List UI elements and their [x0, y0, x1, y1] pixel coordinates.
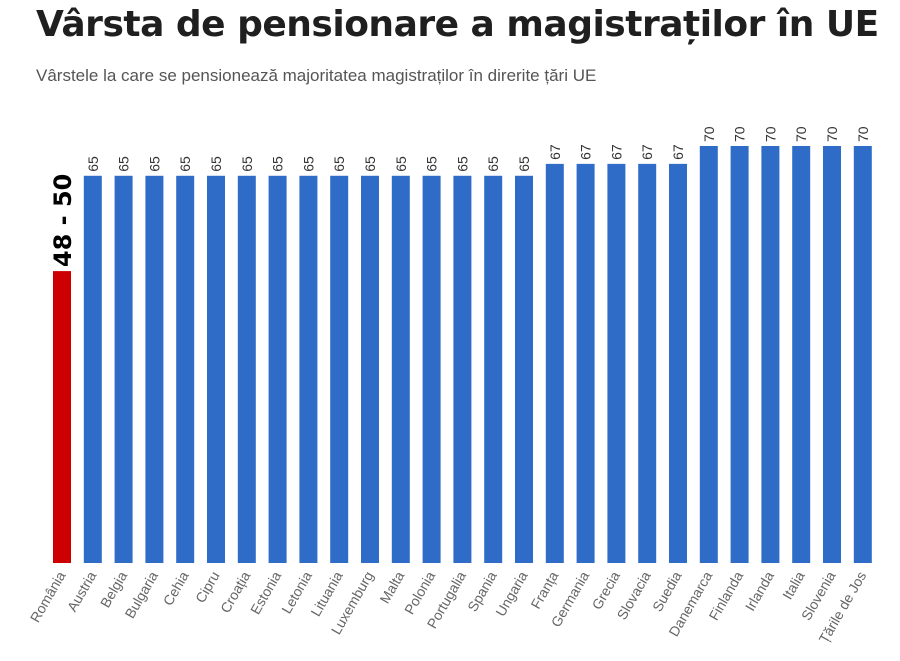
tick-label-romania: România: [27, 568, 69, 625]
bar-irlanda: [761, 146, 780, 563]
data-label-cipru: 65: [208, 156, 224, 172]
data-label-portugalia: 65: [454, 156, 470, 172]
data-label-germania: 67: [578, 144, 594, 160]
bar-romania: [53, 271, 71, 563]
tick-label-cehia: Cehia: [160, 568, 192, 608]
bar-finlanda: [730, 146, 749, 563]
data-label-cehia: 65: [177, 156, 193, 172]
bar-grecia: [607, 163, 626, 563]
data-label-croatia: 65: [239, 156, 255, 172]
bar-portugalia: [453, 175, 472, 564]
bar-tarile-de-jos: [853, 146, 872, 563]
bar-danemarca: [699, 146, 718, 563]
chart-title: Vârsta de pensionare a magistraților în …: [36, 4, 879, 45]
tick-label-irlanda: Irlanda: [742, 568, 777, 613]
data-label-romania: 48 - 50: [49, 174, 77, 267]
bar-croatia: [237, 175, 256, 564]
bar-suedia: [669, 163, 687, 563]
bar-cehia: [176, 175, 195, 564]
data-label-ungaria: 65: [516, 156, 532, 172]
data-label-franta: 67: [547, 144, 563, 160]
bar-letonia: [299, 175, 318, 564]
bar-slovenia: [823, 146, 841, 563]
data-label-irlanda: 70: [762, 126, 778, 142]
data-label-danemarca: 70: [701, 126, 717, 142]
bar-luxemburg: [361, 175, 379, 564]
data-label-slovenia: 70: [824, 126, 840, 142]
bar-belgia: [114, 175, 133, 564]
bar-ungaria: [515, 175, 533, 564]
tick-label-malta: Malta: [376, 568, 407, 606]
bar-cipru: [207, 175, 225, 564]
data-label-italia: 70: [793, 126, 809, 142]
data-label-polonia: 65: [424, 156, 440, 172]
data-label-belgia: 65: [116, 156, 132, 172]
bar-germania: [576, 163, 595, 563]
bar-malta: [391, 175, 410, 564]
bar-estonia: [268, 175, 287, 564]
data-label-letonia: 65: [300, 156, 316, 172]
bar-lituania: [330, 175, 349, 564]
bar-polonia: [422, 175, 441, 564]
data-label-lituania: 65: [331, 156, 347, 172]
data-label-luxemburg: 65: [362, 156, 378, 172]
bar-spania: [484, 175, 503, 564]
data-label-suedia: 67: [670, 144, 686, 160]
tick-label-austria: Austria: [64, 568, 100, 614]
tick-label-italia: Italia: [779, 568, 808, 602]
data-label-grecia: 67: [608, 144, 624, 160]
bar-slovacia: [638, 163, 657, 563]
data-label-finlanda: 70: [732, 126, 748, 142]
bar-austria: [83, 175, 102, 564]
bar-bulgaria: [145, 175, 164, 564]
tick-label-belgia: Belgia: [97, 568, 130, 610]
bar-franta: [545, 163, 564, 563]
data-label-spania: 65: [485, 156, 501, 172]
data-label-estonia: 65: [270, 156, 286, 172]
bar-italia: [792, 146, 811, 563]
data-label-bulgaria: 65: [146, 156, 162, 172]
data-label-malta: 65: [393, 156, 409, 172]
data-label-slovacia: 67: [639, 144, 655, 160]
tick-label-cipru: Cipru: [192, 569, 223, 606]
data-label-austria: 65: [85, 156, 101, 172]
data-label-tarile-de-jos: 70: [855, 126, 871, 142]
chart-subtitle: Vârstele la care se pensionează majorita…: [36, 66, 597, 85]
